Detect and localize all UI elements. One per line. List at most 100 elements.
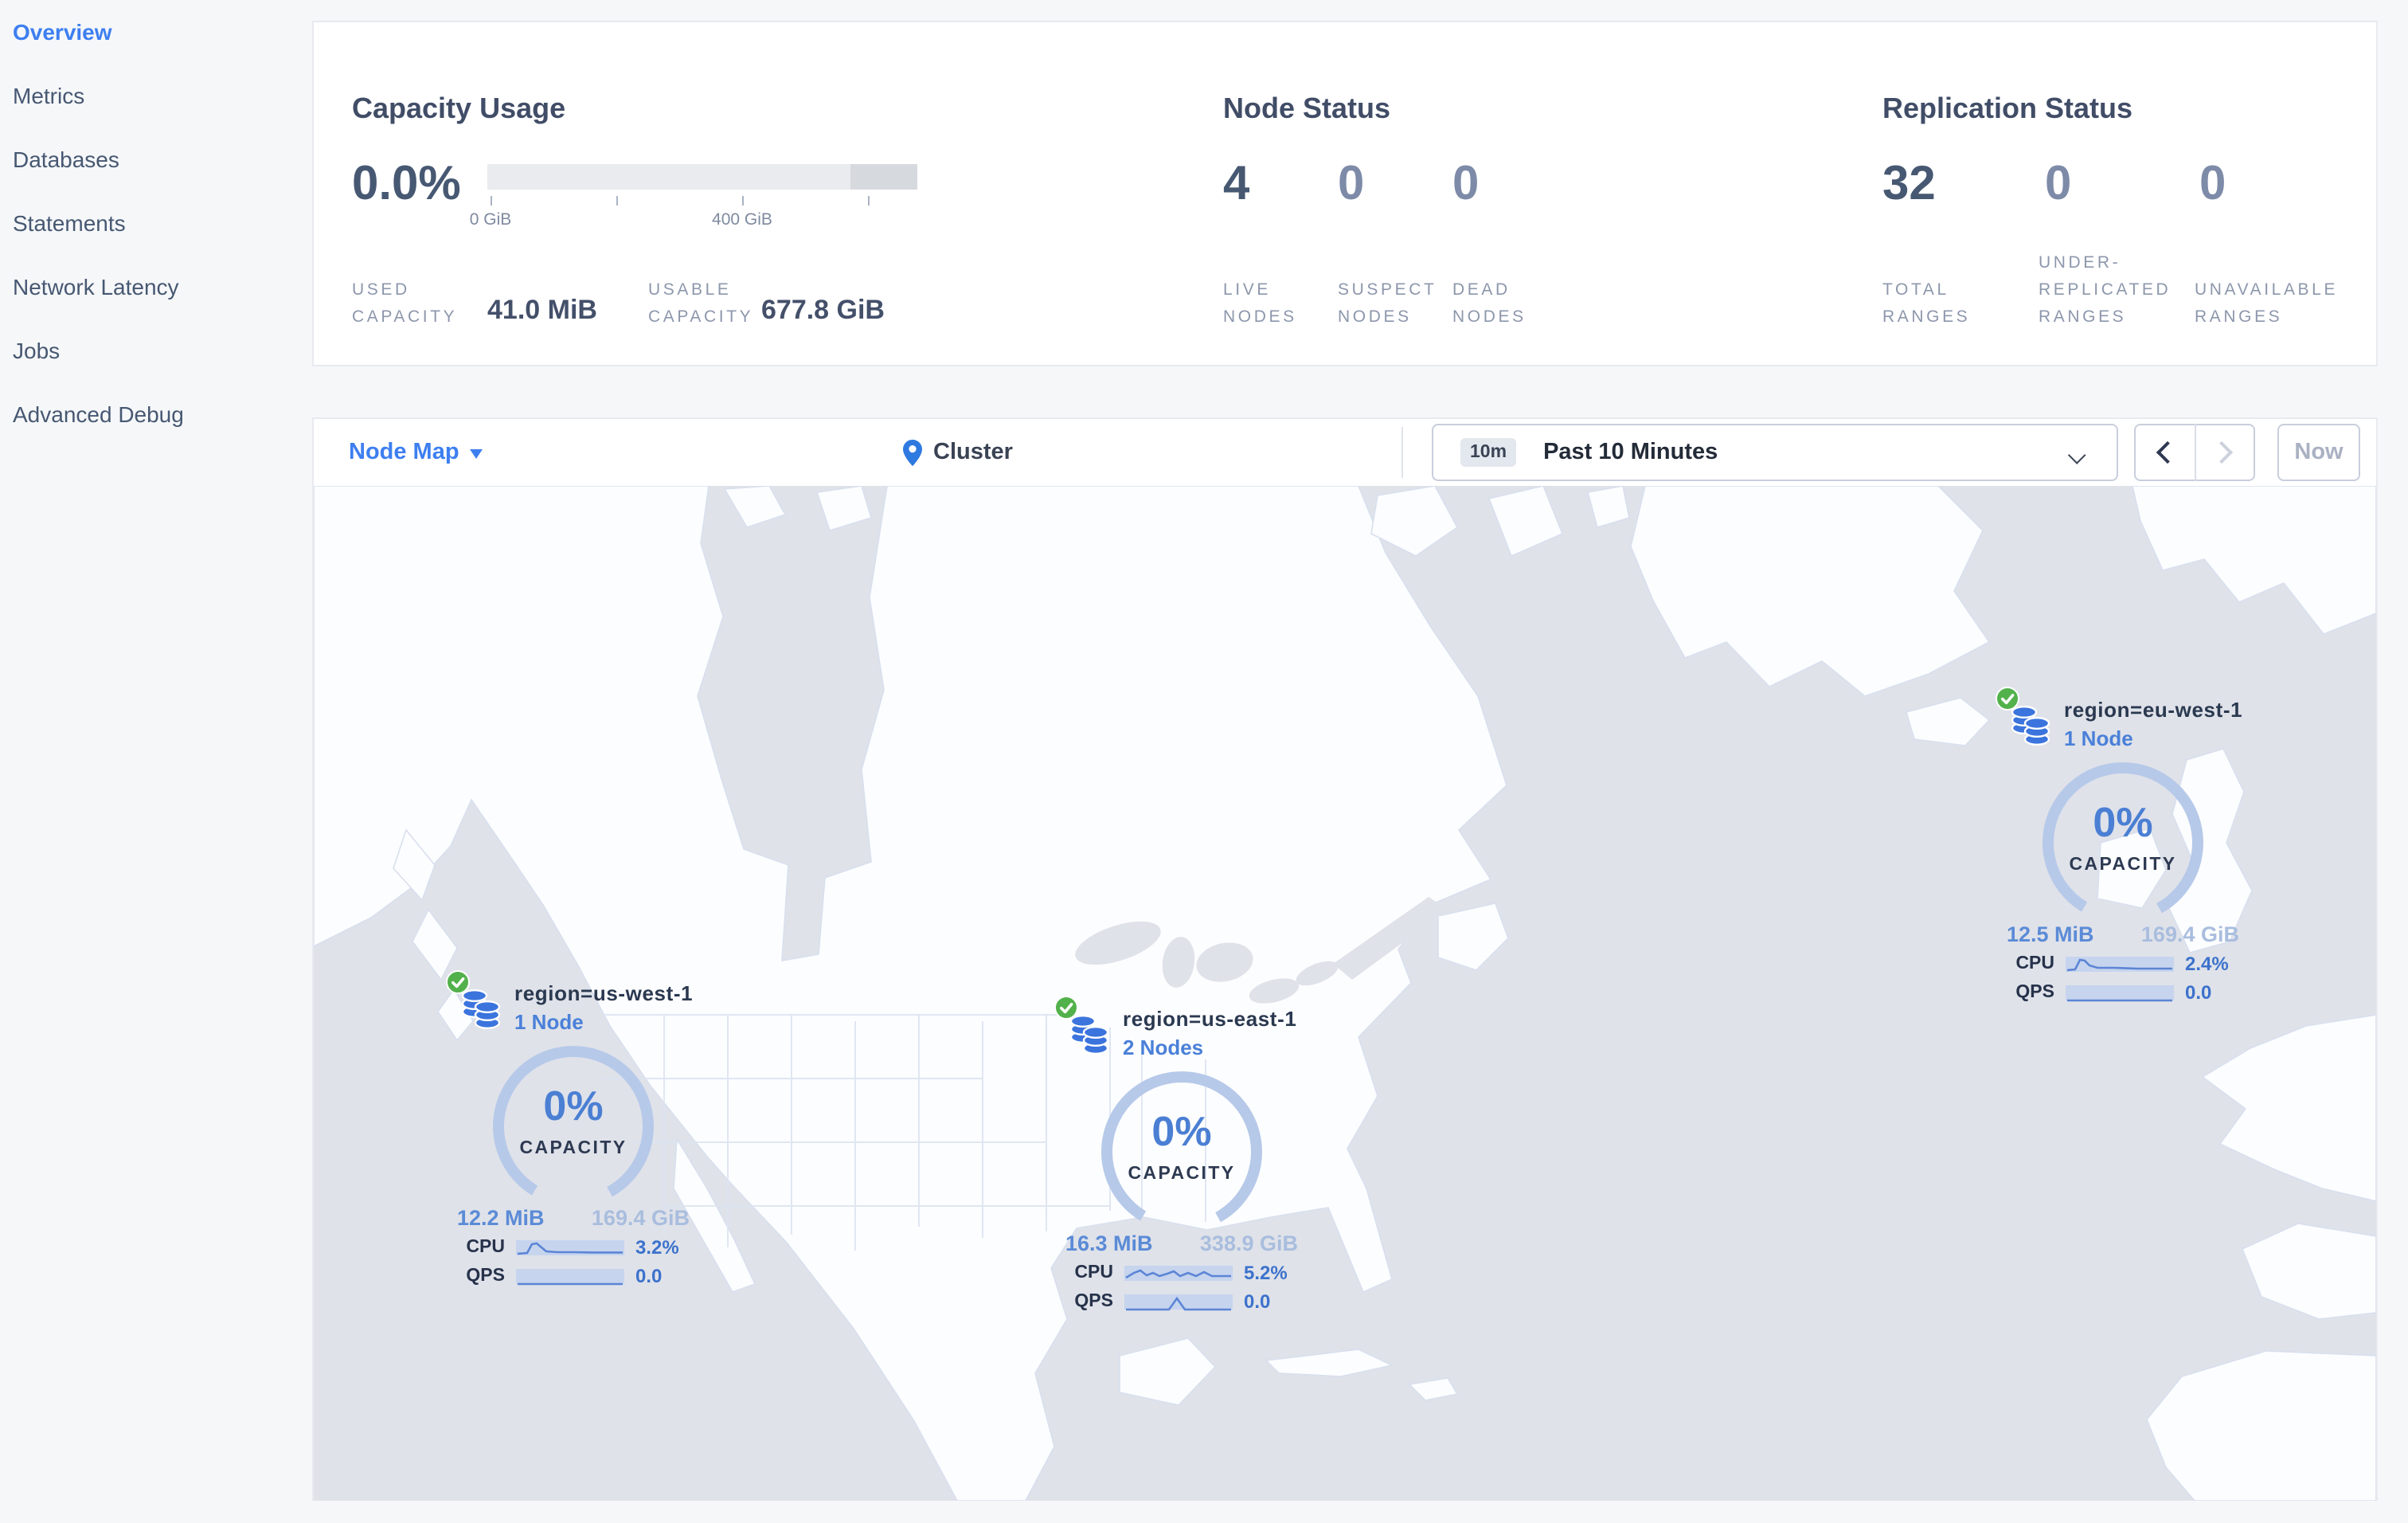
marker-icons xyxy=(1054,996,1110,1055)
map-pin-icon xyxy=(903,439,922,466)
cpu-row: CPU 3.2% xyxy=(454,1236,693,1259)
now-button[interactable]: Now xyxy=(2277,424,2360,481)
database-stack-icon xyxy=(1069,1014,1109,1055)
capacity-axis-label-0: 0 GiB xyxy=(469,210,512,229)
marker-icons xyxy=(1996,687,2051,746)
database-stack-icon xyxy=(461,989,501,1029)
node-status-title: Node Status xyxy=(1223,92,1391,124)
region-marker-us-west-1[interactable]: region=us-west-1 1 Node 0% CAPACITY 12.2… xyxy=(446,970,694,1287)
capacity-gauge: 0% CAPACITY xyxy=(454,1043,693,1203)
unavailable-ranges-label: UNAVAILABLE RANGES xyxy=(2195,280,2339,327)
sidebar: Overview Metrics Databases Statements Ne… xyxy=(0,0,312,1523)
gauge-percent: 0% xyxy=(543,1082,604,1130)
marker-header: region=us-west-1 1 Node xyxy=(446,970,694,1034)
healthy-check-icon xyxy=(1996,687,2019,711)
cpu-row: CPU 5.2% xyxy=(1062,1262,1301,1284)
cluster-summary-panel: Capacity Usage 0.0% 0 GiB 400 GiB USED C… xyxy=(312,21,2378,366)
marker-header: region=us-east-1 2 Nodes xyxy=(1054,996,1301,1059)
used-capacity-value: 41.0 MiB xyxy=(487,295,597,325)
gauge-percent: 0% xyxy=(2093,798,2153,846)
cpu-label: CPU xyxy=(2015,954,2054,973)
cpu-value: 5.2% xyxy=(1244,1262,1288,1284)
qps-label: QPS xyxy=(2015,983,2054,1002)
sidebar-item-statements[interactable]: Statements xyxy=(13,210,126,236)
gauge-capacity-label: CAPACITY xyxy=(519,1139,627,1158)
chevron-down-icon xyxy=(2066,446,2085,464)
node-map-panel: Node Map Cluster 10m Past 10 Minutes Now xyxy=(312,417,2378,1501)
cpu-row: CPU 2.4% xyxy=(2003,953,2242,975)
qps-row: QPS 0.0 xyxy=(454,1265,693,1287)
used-capacity-label: USED CAPACITY xyxy=(352,280,458,327)
marker-header: region=eu-west-1 1 Node xyxy=(1996,687,2243,750)
breadcrumb-label: Cluster xyxy=(933,440,1013,465)
time-range-picker[interactable]: 10m Past 10 Minutes xyxy=(1432,424,2118,481)
world-map xyxy=(314,486,2376,1501)
region-used-capacity: 12.5 MiB xyxy=(2007,922,2094,946)
usable-capacity-value: 677.8 GiB xyxy=(761,295,885,325)
chevron-down-icon xyxy=(470,449,483,459)
chevron-left-icon xyxy=(2156,440,2179,464)
total-ranges-count: 32 xyxy=(1882,158,1936,210)
view-selector-label: Node Map xyxy=(349,440,459,465)
chevron-right-icon xyxy=(2211,440,2234,464)
gauge-capacity-label: CAPACITY xyxy=(1128,1165,1236,1184)
cpu-value: 2.4% xyxy=(2185,953,2229,975)
region-title: region=eu-west-1 xyxy=(2064,698,2243,722)
dead-nodes-count: 0 xyxy=(1452,158,1480,210)
unavailable-ranges-count: 0 xyxy=(2199,158,2226,210)
suspect-nodes-count: 0 xyxy=(1338,158,1365,210)
qps-sparkline xyxy=(1124,1294,1233,1310)
healthy-check-icon xyxy=(1054,996,1078,1020)
sidebar-item-advanced-debug[interactable]: Advanced Debug xyxy=(13,401,184,427)
dead-nodes-label: DEAD NODES xyxy=(1452,280,1526,327)
view-selector-dropdown[interactable]: Node Map xyxy=(349,419,483,486)
region-nodes-link[interactable]: 1 Node xyxy=(514,1010,584,1034)
region-title: region=us-west-1 xyxy=(514,981,694,1005)
time-range-label: Past 10 Minutes xyxy=(1543,440,1718,465)
qps-value: 0.0 xyxy=(1244,1290,1271,1313)
gauge-capacity-label: CAPACITY xyxy=(2069,855,2177,875)
region-used-capacity: 12.2 MiB xyxy=(457,1206,545,1230)
marker-icons xyxy=(446,970,502,1029)
capacity-percent: 0.0% xyxy=(352,158,461,210)
region-nodes-link[interactable]: 2 Nodes xyxy=(1123,1036,1204,1059)
capacity-axis-tick xyxy=(491,196,492,206)
sidebar-item-network-latency[interactable]: Network Latency xyxy=(13,274,179,300)
under-replicated-label: UNDER- REPLICATED RANGES xyxy=(2039,253,2172,327)
cpu-label: CPU xyxy=(466,1238,505,1257)
sidebar-item-databases[interactable]: Databases xyxy=(13,147,119,172)
region-total-capacity: 338.9 GiB xyxy=(1199,1231,1298,1255)
sidebar-item-metrics[interactable]: Metrics xyxy=(13,83,85,108)
sidebar-item-jobs[interactable]: Jobs xyxy=(13,338,61,363)
sidebar-item-overview[interactable]: Overview xyxy=(13,19,112,45)
gauge-percent: 0% xyxy=(1151,1107,1212,1155)
capacity-axis-tick xyxy=(742,196,744,206)
region-total-capacity: 169.4 GiB xyxy=(591,1206,690,1230)
suspect-nodes-label: SUSPECT NODES xyxy=(1338,280,1437,327)
region-marker-us-east-1[interactable]: region=us-east-1 2 Nodes 0% CAPACITY 16.… xyxy=(1054,996,1301,1313)
healthy-check-icon xyxy=(446,970,470,994)
capacity-bar xyxy=(487,164,917,190)
region-used-capacity: 16.3 MiB xyxy=(1065,1231,1153,1255)
breadcrumb[interactable]: Cluster xyxy=(903,419,1013,486)
time-range-badge: 10m xyxy=(1460,438,1517,467)
capacity-axis-tick xyxy=(616,196,618,206)
cpu-value: 3.2% xyxy=(635,1236,679,1259)
time-range-pager xyxy=(2134,424,2255,481)
cpu-sparkline xyxy=(2066,956,2174,971)
under-replicated-count: 0 xyxy=(2045,158,2072,210)
cpu-sparkline xyxy=(1124,1265,1233,1280)
region-marker-eu-west-1[interactable]: region=eu-west-1 1 Node 0% CAPACITY 12.5… xyxy=(1996,687,2243,1004)
qps-label: QPS xyxy=(1074,1292,1113,1311)
region-nodes-link[interactable]: 1 Node xyxy=(2064,726,2133,750)
usable-capacity-label: USABLE CAPACITY xyxy=(648,280,754,327)
time-back-button[interactable] xyxy=(2136,424,2195,481)
live-nodes-count: 4 xyxy=(1223,158,1250,210)
region-total-capacity: 169.4 GiB xyxy=(2140,922,2239,946)
total-ranges-label: TOTAL RANGES xyxy=(1882,280,1971,327)
live-nodes-label: LIVE NODES xyxy=(1223,280,1297,327)
time-forward-button[interactable] xyxy=(2195,424,2254,481)
cpu-label: CPU xyxy=(1074,1263,1113,1282)
toolbar-divider xyxy=(1401,427,1403,478)
qps-value: 0.0 xyxy=(635,1265,663,1287)
